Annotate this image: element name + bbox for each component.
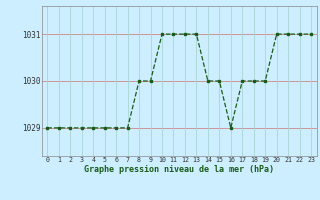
X-axis label: Graphe pression niveau de la mer (hPa): Graphe pression niveau de la mer (hPa) bbox=[84, 165, 274, 174]
